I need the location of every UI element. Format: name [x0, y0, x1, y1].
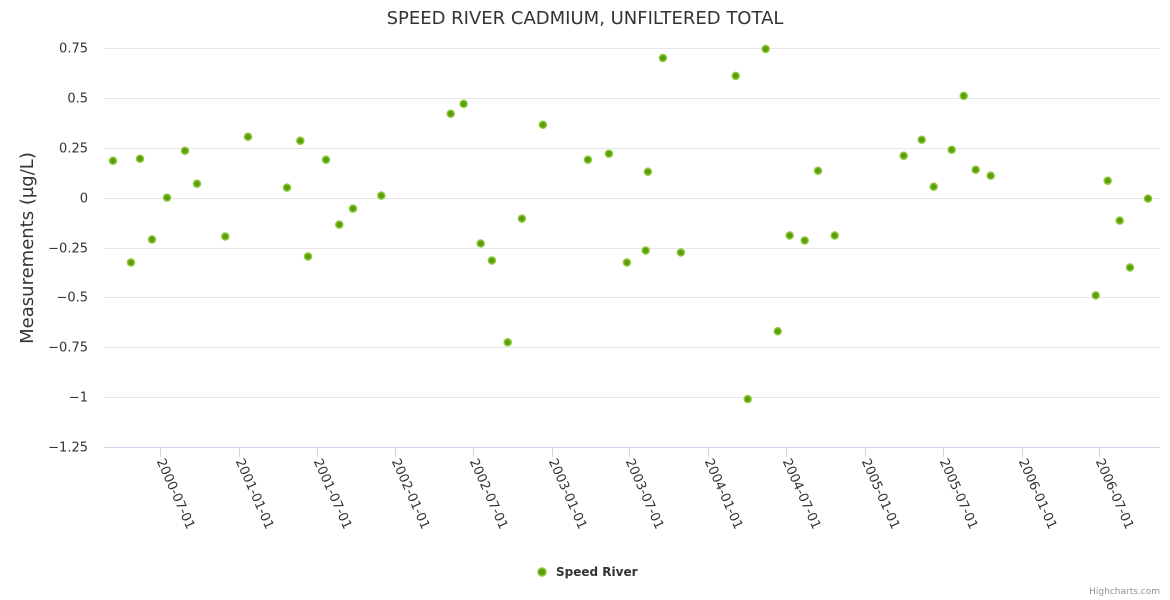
data-point[interactable] [135, 154, 145, 163]
y-axis-ticks: 0.75 0.5 0.25 0 −0.25 −0.5 −0.75 −1 −1.25 [48, 42, 88, 456]
x-axis-ticks: 2000-07-01 2001-01-01 2001-07-01 2002-01-01… [153, 447, 1136, 532]
y-tick-label: 0.75 [59, 42, 88, 57]
y-tick-label: −0.75 [48, 341, 88, 356]
credits-link[interactable]: Highcharts.com [1089, 587, 1160, 597]
data-point[interactable] [180, 146, 190, 155]
data-point[interactable] [321, 155, 331, 164]
data-point[interactable] [192, 179, 202, 188]
data-point[interactable] [517, 214, 527, 223]
data-point[interactable] [126, 258, 136, 267]
data-point[interactable] [1125, 263, 1135, 272]
data-point[interactable] [959, 91, 968, 101]
data-point[interactable] [162, 193, 172, 202]
x-tick-label: 2006-01-01 [1015, 457, 1059, 532]
y-tick-label: 0.25 [59, 142, 88, 157]
x-tick-label: 2005-01-01 [858, 457, 902, 532]
data-point[interactable] [641, 246, 650, 255]
x-tick-label: 2003-07-01 [622, 457, 666, 532]
data-point[interactable] [917, 135, 926, 145]
data-point[interactable] [813, 166, 823, 175]
data-point[interactable] [947, 145, 956, 154]
chart-title: SPEED RIVER CADMIUM, UNFILTERED TOTAL [387, 8, 784, 29]
x-tick-label: 2002-07-01 [466, 457, 510, 532]
x-tick-label: 2002-01-01 [388, 457, 432, 532]
data-point[interactable] [1103, 176, 1112, 185]
data-point[interactable] [830, 231, 839, 240]
data-point[interactable] [929, 182, 938, 191]
data-point[interactable] [446, 109, 455, 119]
legend-marker [537, 567, 547, 577]
series-speed-river[interactable] [108, 44, 1153, 404]
data-point[interactable] [348, 204, 358, 213]
data-point[interactable] [147, 235, 157, 244]
data-point[interactable] [476, 239, 485, 248]
y-tick-label: −0.25 [48, 242, 88, 257]
data-point[interactable] [221, 232, 230, 241]
data-point[interactable] [487, 256, 497, 265]
data-point[interactable] [643, 167, 653, 176]
x-tick-label: 2004-07-01 [779, 457, 823, 532]
y-tick-label: 0.5 [67, 92, 88, 107]
data-point[interactable] [335, 220, 344, 229]
y-tick-label: −1.25 [48, 441, 88, 456]
data-point[interactable] [604, 149, 614, 158]
x-tick-label: 2000-07-01 [153, 457, 197, 532]
data-point[interactable] [1115, 216, 1124, 225]
data-point[interactable] [503, 338, 512, 347]
y-tick-label: −0.5 [56, 291, 88, 306]
data-point[interactable] [459, 99, 468, 109]
data-point[interactable] [899, 151, 908, 160]
data-point[interactable] [743, 394, 752, 404]
legend-item-speed-river[interactable]: Speed River [537, 565, 638, 579]
data-point[interactable] [986, 171, 995, 180]
data-point[interactable] [243, 132, 253, 142]
data-point[interactable] [773, 327, 782, 336]
x-tick-label: 2003-01-01 [545, 457, 589, 532]
data-point[interactable] [583, 155, 593, 164]
data-point[interactable] [785, 231, 794, 240]
data-point[interactable] [108, 156, 118, 165]
data-point[interactable] [282, 183, 292, 192]
data-point[interactable] [658, 53, 668, 63]
data-point[interactable] [377, 191, 386, 200]
x-tick-label: 2001-07-01 [310, 457, 354, 532]
data-point[interactable] [731, 71, 740, 81]
data-point[interactable] [676, 248, 686, 257]
y-axis-title: Measurements (µg/L) [17, 152, 38, 344]
x-tick-label: 2005-07-01 [936, 457, 980, 532]
data-point[interactable] [971, 165, 980, 174]
legend-label: Speed River [556, 565, 638, 579]
data-point[interactable] [303, 252, 313, 261]
data-point[interactable] [1091, 291, 1100, 300]
data-point[interactable] [296, 136, 305, 146]
x-tick-label: 2004-01-01 [701, 457, 745, 532]
data-point[interactable] [761, 44, 770, 54]
x-tick-label: 2001-01-01 [232, 457, 276, 532]
data-point[interactable] [800, 236, 809, 245]
x-tick-label: 2006-07-01 [1092, 457, 1136, 532]
data-point[interactable] [622, 258, 632, 267]
y-tick-label: 0 [80, 192, 88, 207]
y-tick-label: −1 [69, 391, 88, 406]
data-point[interactable] [538, 120, 548, 130]
data-point[interactable] [1143, 194, 1153, 203]
gridlines [104, 48, 1160, 398]
